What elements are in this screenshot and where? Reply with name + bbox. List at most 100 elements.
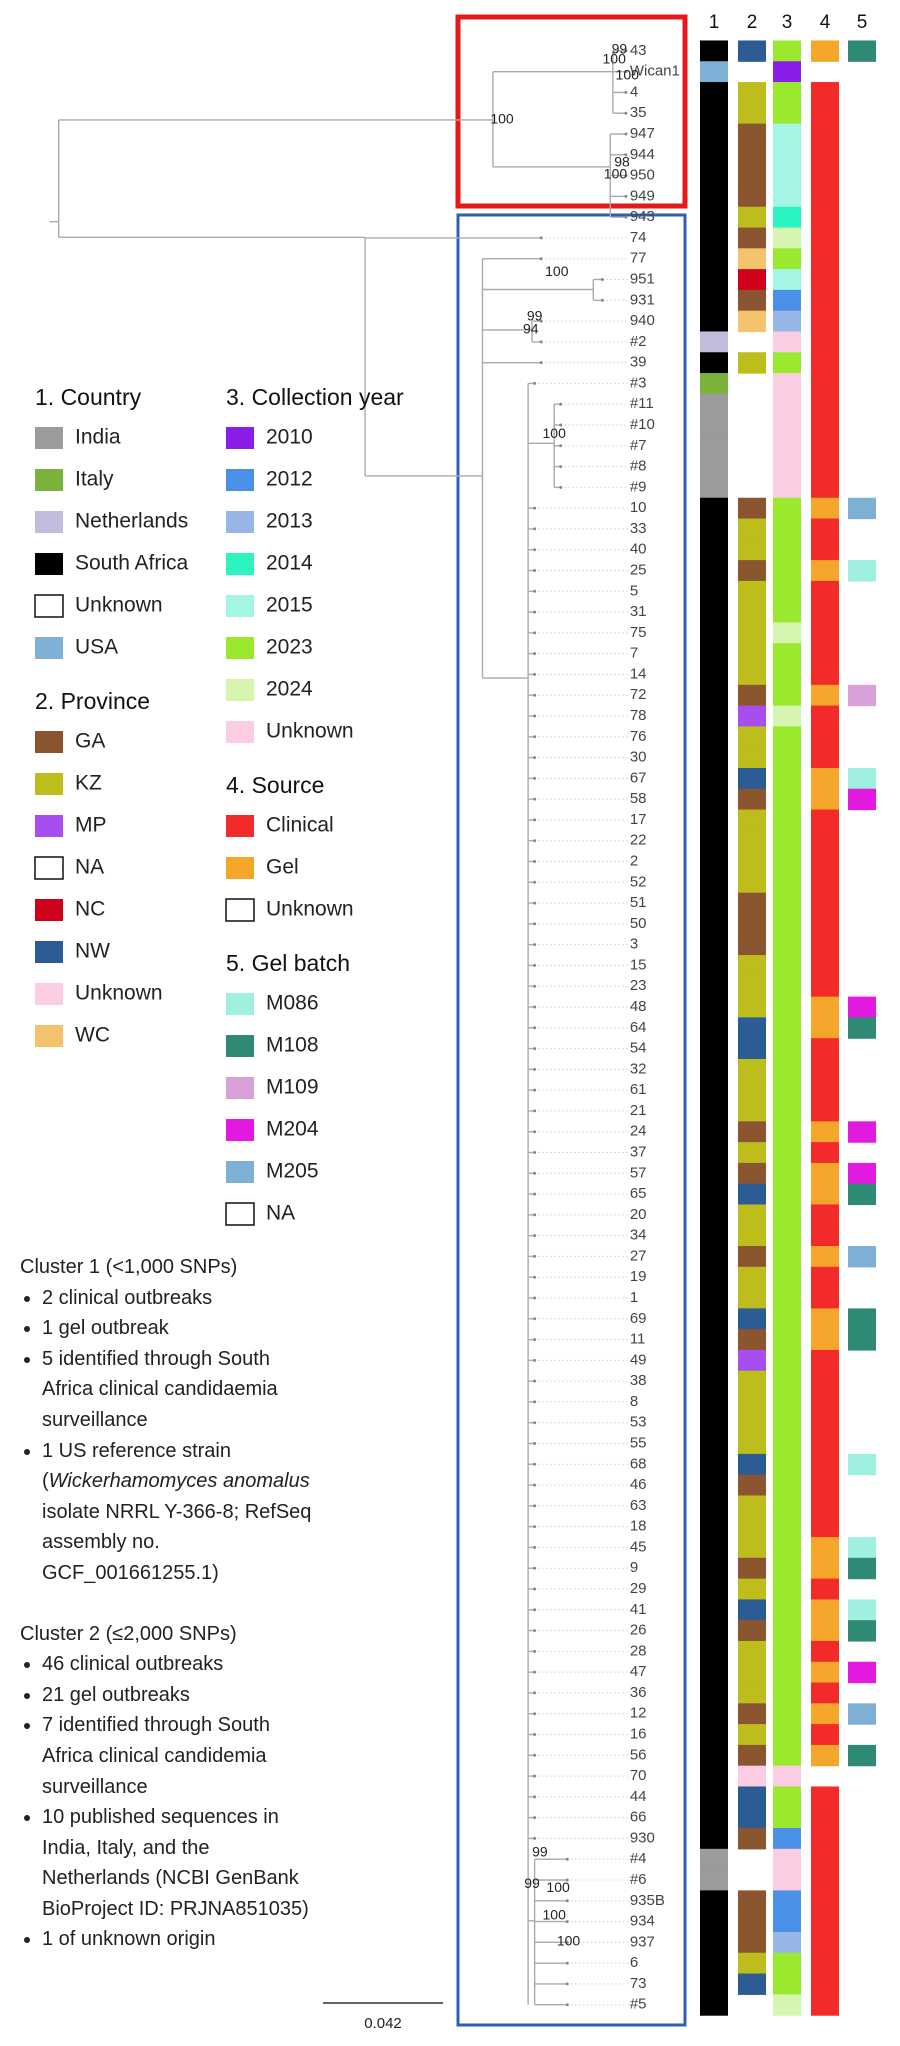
- strip-cell: [811, 1973, 839, 1995]
- strip-cell: [738, 1017, 766, 1039]
- tip-node: [539, 319, 543, 323]
- strip-cell: [773, 1703, 801, 1725]
- strip-cell: [848, 788, 876, 811]
- tip-node: [533, 1275, 537, 1279]
- strip-cell: [811, 497, 839, 520]
- tip-node: [624, 132, 628, 136]
- strip-cell: [811, 1370, 839, 1393]
- strip-cell: [700, 227, 728, 249]
- tip-label: 6: [630, 1954, 638, 1971]
- strip-cell: [738, 1973, 766, 1995]
- tip-node: [533, 1483, 537, 1487]
- strip-cell: [811, 1204, 839, 1226]
- strip-cell: [773, 1433, 801, 1455]
- strip-cell: [811, 1266, 839, 1289]
- strip-cell: [700, 601, 728, 624]
- strip-cell: [738, 40, 766, 62]
- strip-cell: [773, 560, 801, 582]
- tip-node: [533, 1649, 537, 1653]
- tip-label: 14: [630, 665, 647, 682]
- strip-cell: [773, 1682, 801, 1704]
- tip-label: 17: [630, 811, 647, 828]
- legend-title: 4. Source: [226, 772, 324, 798]
- legend-label: NA: [266, 1202, 295, 1225]
- strip-cell: [811, 1952, 839, 1975]
- strip-cell: [773, 373, 801, 395]
- strip-cell: [700, 1537, 728, 1559]
- tip-label: Wican1: [630, 63, 680, 80]
- strip-cell: [700, 1225, 728, 1247]
- strip-cell: [773, 352, 801, 374]
- tip-node: [533, 1525, 537, 1529]
- tip-node: [533, 1774, 537, 1778]
- legend-label: USA: [75, 636, 118, 659]
- tip-label: 28: [630, 1642, 647, 1659]
- strip-cell: [773, 165, 801, 187]
- strip-cell: [700, 61, 728, 83]
- strip-cell: [773, 310, 801, 333]
- legend-swatch: [226, 511, 254, 533]
- strip-cell: [811, 1661, 839, 1684]
- tip-label: 931: [630, 291, 655, 308]
- tip-label: 16: [630, 1725, 647, 1742]
- tip-node: [533, 1088, 537, 1092]
- strip-cell: [848, 767, 876, 790]
- tip-label: #7: [630, 437, 647, 454]
- strip-cell: [773, 913, 801, 935]
- strip-cell: [811, 1412, 839, 1434]
- strip-cell: [811, 165, 839, 187]
- strip-cell: [700, 705, 728, 727]
- strip-cell: [700, 1828, 728, 1850]
- tip-label: 61: [630, 1081, 647, 1098]
- strip-cell: [738, 1246, 766, 1268]
- tip-node: [624, 70, 628, 74]
- strip-cell: [738, 830, 766, 852]
- strip-cell: [811, 1495, 839, 1517]
- strip-cell: [738, 1952, 766, 1975]
- support-value: 98: [614, 154, 630, 170]
- strip-cell: [773, 851, 801, 873]
- strip-cell: [811, 1308, 839, 1330]
- strip-cell: [700, 934, 728, 956]
- strip-cell: [811, 227, 839, 249]
- strip-cell: [773, 1453, 801, 1476]
- strip-cell: [700, 1807, 728, 1829]
- strip-cell: [773, 1287, 801, 1309]
- strip-cell: [811, 726, 839, 748]
- strip-cell: [738, 1391, 766, 1413]
- strip-cell: [738, 747, 766, 769]
- strip-cell: [738, 788, 766, 811]
- strip-cell: [700, 269, 728, 291]
- tip-label: 51: [630, 894, 647, 911]
- tip-label: 70: [630, 1767, 647, 1784]
- strip-cell: [773, 1786, 801, 1808]
- strip-cell: [738, 289, 766, 312]
- strip-cell: [773, 269, 801, 291]
- strip-cell: [700, 1640, 728, 1663]
- bullet-text: 7 identified through South Africa clinic…: [42, 1714, 270, 1798]
- tip-node: [533, 589, 537, 593]
- support-value: 100: [490, 111, 514, 127]
- strip-cell: [811, 456, 839, 478]
- strip-cell: [700, 1287, 728, 1309]
- strip-cell: [848, 497, 876, 520]
- strip-cell: [811, 1225, 839, 1247]
- strip-cell: [700, 476, 728, 499]
- tip-label: 27: [630, 1247, 647, 1264]
- strip-cell: [700, 1952, 728, 1975]
- tip-label: 35: [630, 104, 647, 121]
- bullet-text: Wickerhamomyces anomalus: [48, 1470, 310, 1493]
- strip-cell: [738, 1744, 766, 1767]
- legend-label: MP: [75, 814, 107, 837]
- strip-cell: [700, 1495, 728, 1517]
- legend-swatch: [35, 427, 63, 449]
- strip-cell: [773, 996, 801, 1018]
- legend-label: 2012: [266, 468, 313, 491]
- strip-cell: [738, 1433, 766, 1455]
- tip-node: [565, 1857, 569, 1861]
- strip-cell: [811, 1142, 839, 1164]
- tip-label: 950: [630, 167, 655, 184]
- strip-cell: [811, 809, 839, 831]
- strip-cell: [700, 1079, 728, 1102]
- legend-label: 2024: [266, 678, 313, 701]
